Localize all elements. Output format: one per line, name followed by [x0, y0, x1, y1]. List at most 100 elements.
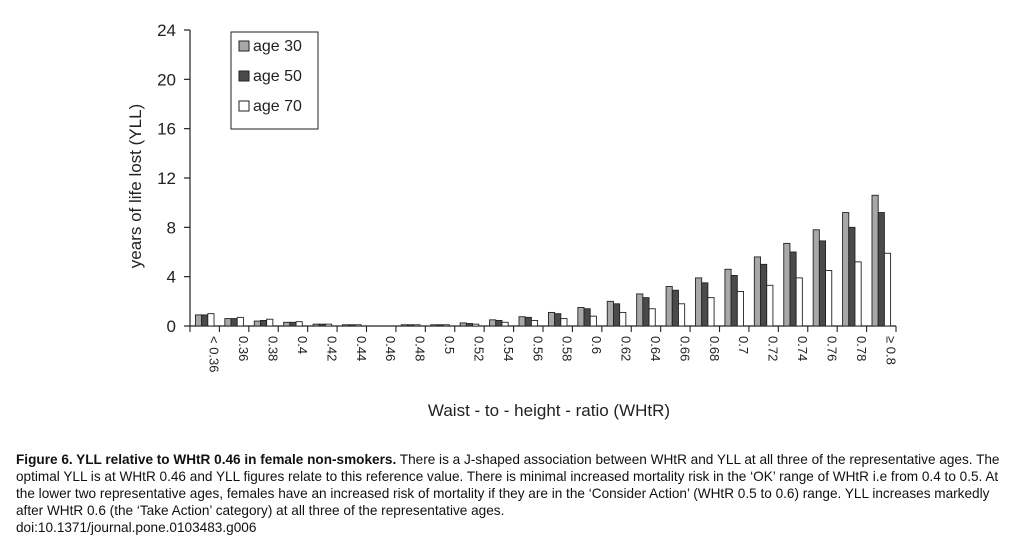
x-tick-label: 0.78 — [854, 336, 869, 361]
x-tick-label: 0.76 — [824, 336, 839, 361]
bar-age-70 — [501, 321, 509, 327]
x-tick-label: 0.74 — [795, 336, 810, 361]
figure-caption: Figure 6. YLL relative to WHtR 0.46 in f… — [16, 451, 1010, 536]
bar-age-70 — [295, 321, 303, 327]
bar-age-30 — [518, 316, 526, 327]
bar-age-30 — [224, 318, 232, 327]
bar-age-50 — [495, 320, 503, 327]
x-tick-label: ≥ 0.8 — [883, 336, 898, 365]
x-tick-label: 0.36 — [236, 336, 251, 361]
x-tick-label: 0.46 — [383, 336, 398, 361]
bar-age-30 — [459, 322, 467, 327]
bar-age-50 — [642, 297, 650, 327]
bar-age-50 — [730, 274, 738, 327]
bar-age-50 — [701, 282, 709, 327]
bar-age-70 — [325, 323, 333, 327]
legend-swatch — [238, 40, 250, 52]
bar-age-30 — [312, 323, 320, 327]
bar-age-70 — [766, 284, 774, 327]
bar-age-50 — [201, 314, 209, 327]
bar-age-30 — [342, 324, 350, 327]
bar-age-70 — [736, 291, 744, 327]
legend-label: age 30 — [253, 38, 302, 55]
bar-age-70 — [707, 297, 715, 327]
bar-age-50 — [436, 324, 444, 327]
bar-age-30 — [724, 268, 732, 327]
caption-title: Figure 6. YLL relative to WHtR 0.46 in f… — [16, 452, 397, 467]
bar-age-30 — [606, 300, 614, 327]
caption-doi: doi:10.1371/journal.pone.0103483.g006 — [16, 520, 257, 535]
bar-age-30 — [871, 194, 879, 327]
x-tick-label: 0.68 — [707, 336, 722, 361]
bar-age-30 — [753, 256, 761, 327]
y-tick-label: 20 — [157, 70, 176, 89]
bar-age-70 — [266, 318, 274, 327]
bar-age-50 — [848, 226, 856, 327]
bar-age-70 — [795, 277, 803, 327]
bar-age-50 — [524, 316, 532, 327]
legend-swatch — [238, 70, 250, 82]
y-tick-label: 24 — [157, 21, 176, 40]
legend-label: age 70 — [253, 98, 302, 115]
legend-label: age 50 — [253, 68, 302, 85]
bar-age-70 — [648, 308, 656, 327]
bar-age-70 — [589, 315, 597, 327]
bar-age-30 — [253, 320, 261, 327]
bar-age-70 — [413, 324, 421, 327]
bar-age-70 — [678, 303, 686, 327]
bar-age-50 — [554, 313, 562, 327]
x-tick-label: 0.5 — [442, 336, 457, 354]
x-tick-label: < 0.36 — [207, 336, 222, 373]
bar-age-70 — [472, 323, 480, 327]
bar-age-70 — [207, 313, 215, 327]
bar-chart-svg: 0 4 8 12 16 20 24 < 0.36 0.36 0.38 0.4 0.42 0.44 0.46… — [126, 21, 898, 420]
bar-age-50 — [671, 289, 679, 327]
y-tick-label: 8 — [167, 218, 176, 237]
bar-age-30 — [812, 229, 820, 327]
y-tick-label: 16 — [157, 120, 176, 139]
bar-age-70 — [825, 270, 833, 327]
bar-age-30 — [489, 319, 497, 327]
x-tick-label: 0.56 — [530, 336, 545, 361]
bar-age-70 — [883, 252, 892, 327]
bar-age-50 — [877, 212, 885, 327]
bar-age-70 — [854, 261, 862, 327]
x-tick-label: 0.42 — [324, 336, 339, 361]
caption-body: There is a J-shaped association between … — [16, 452, 1000, 518]
bar-age-70 — [560, 318, 568, 327]
bar-age-50 — [465, 323, 474, 327]
chart: 0 4 8 12 16 20 24 < 0.36 0.36 0.38 0.4 0.42 0.44 0.46… — [126, 21, 898, 420]
bar-age-50 — [230, 318, 238, 327]
bar-age-50 — [789, 251, 797, 327]
y-tick-label: 4 — [167, 268, 176, 287]
x-tick-label: 0.38 — [266, 336, 281, 361]
legend-swatch — [238, 100, 250, 112]
bar-age-30 — [783, 242, 791, 327]
x-tick-label: 0.54 — [501, 336, 516, 361]
bar-age-50 — [583, 308, 591, 327]
bar-age-30 — [400, 324, 408, 327]
bar-age-30 — [547, 311, 556, 327]
bar-age-70 — [619, 311, 627, 327]
x-tick-label: 0.48 — [413, 336, 428, 361]
x-tick-label: 0.58 — [560, 336, 575, 361]
bar-age-50 — [818, 240, 827, 327]
x-tick-label: 0.72 — [766, 336, 781, 361]
bar-age-50 — [407, 324, 415, 327]
x-tick-label: 0.62 — [619, 336, 634, 361]
bar-age-50 — [318, 323, 326, 327]
bar-age-30 — [665, 286, 673, 327]
y-tick-label: 12 — [157, 169, 176, 188]
x-tick-label: 0.7 — [736, 336, 751, 354]
bar-age-50 — [760, 263, 768, 327]
x-tick-label: 0.44 — [354, 336, 369, 361]
bar-age-50 — [612, 303, 621, 327]
y-axis-label: years of life lost (YLL) — [126, 104, 145, 268]
bar-age-30 — [283, 321, 291, 327]
bar-age-30 — [636, 293, 644, 327]
bar-age-70 — [354, 324, 362, 327]
x-tick-label: 0.4 — [295, 336, 310, 354]
x-axis-label: Waist - to - height - ratio (WHtR) — [428, 401, 670, 420]
bar-age-30 — [577, 307, 585, 327]
bar-age-70 — [530, 320, 539, 327]
